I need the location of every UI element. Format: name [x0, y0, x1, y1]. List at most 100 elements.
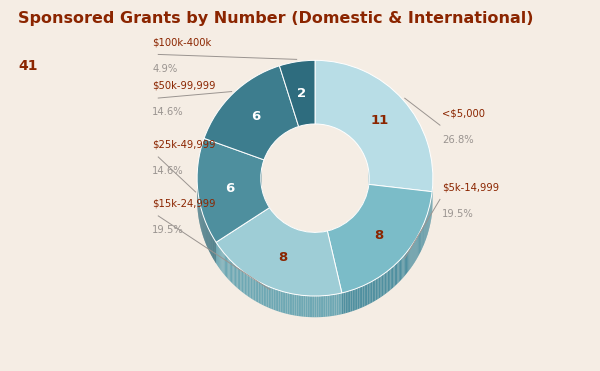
Polygon shape: [361, 286, 362, 308]
Polygon shape: [307, 232, 308, 253]
Polygon shape: [315, 232, 316, 254]
Polygon shape: [274, 289, 275, 311]
Polygon shape: [227, 257, 229, 279]
Polygon shape: [279, 219, 280, 240]
Polygon shape: [349, 290, 350, 312]
Polygon shape: [304, 296, 305, 317]
Polygon shape: [280, 291, 282, 313]
Polygon shape: [335, 228, 336, 250]
Polygon shape: [400, 259, 401, 281]
Polygon shape: [350, 290, 352, 312]
Text: 41: 41: [18, 59, 37, 73]
Wedge shape: [328, 184, 432, 293]
Polygon shape: [288, 225, 289, 247]
Polygon shape: [323, 232, 324, 253]
Polygon shape: [236, 266, 238, 288]
Polygon shape: [262, 283, 263, 305]
Polygon shape: [351, 218, 352, 240]
Polygon shape: [298, 295, 300, 316]
Polygon shape: [386, 271, 388, 293]
Polygon shape: [212, 236, 213, 259]
Wedge shape: [280, 60, 315, 127]
Polygon shape: [380, 275, 382, 298]
Polygon shape: [277, 290, 278, 312]
Polygon shape: [282, 291, 284, 313]
Polygon shape: [277, 217, 278, 239]
Polygon shape: [376, 278, 377, 301]
Polygon shape: [307, 296, 309, 317]
Text: $100k-400k: $100k-400k: [152, 37, 212, 47]
Polygon shape: [377, 278, 379, 299]
Polygon shape: [300, 295, 302, 316]
Wedge shape: [216, 208, 342, 296]
Polygon shape: [368, 283, 369, 305]
Polygon shape: [304, 231, 305, 253]
Polygon shape: [268, 286, 270, 308]
Polygon shape: [397, 261, 398, 284]
Polygon shape: [313, 296, 314, 317]
Polygon shape: [342, 292, 344, 314]
Polygon shape: [223, 251, 224, 274]
Polygon shape: [249, 276, 251, 298]
Polygon shape: [347, 291, 349, 313]
Polygon shape: [385, 272, 386, 295]
Polygon shape: [389, 269, 391, 291]
Polygon shape: [392, 266, 393, 289]
Polygon shape: [309, 232, 310, 253]
Polygon shape: [356, 288, 358, 310]
Polygon shape: [340, 226, 341, 247]
Polygon shape: [311, 232, 313, 253]
Polygon shape: [248, 275, 249, 297]
Polygon shape: [340, 293, 342, 315]
Polygon shape: [345, 223, 346, 244]
Polygon shape: [334, 229, 335, 250]
Polygon shape: [283, 222, 284, 244]
Text: 14.6%: 14.6%: [152, 108, 184, 118]
Wedge shape: [197, 138, 269, 242]
Text: <$5,000: <$5,000: [442, 108, 485, 118]
Polygon shape: [259, 282, 260, 304]
Polygon shape: [388, 270, 389, 292]
Polygon shape: [352, 217, 353, 239]
Polygon shape: [231, 261, 232, 283]
Polygon shape: [285, 223, 286, 245]
Polygon shape: [347, 221, 348, 243]
Polygon shape: [403, 256, 404, 279]
Polygon shape: [333, 295, 335, 316]
Polygon shape: [324, 296, 326, 317]
Polygon shape: [320, 232, 321, 253]
Polygon shape: [410, 246, 412, 269]
Polygon shape: [369, 282, 371, 304]
Polygon shape: [337, 227, 338, 249]
Polygon shape: [292, 227, 293, 249]
Text: 14.6%: 14.6%: [152, 167, 184, 176]
Polygon shape: [305, 296, 307, 317]
Polygon shape: [302, 295, 304, 317]
Polygon shape: [293, 228, 295, 250]
Polygon shape: [320, 296, 322, 317]
Polygon shape: [218, 245, 219, 268]
Polygon shape: [424, 222, 425, 245]
Polygon shape: [409, 247, 410, 270]
Polygon shape: [224, 253, 225, 275]
Polygon shape: [396, 263, 397, 285]
Polygon shape: [330, 230, 331, 252]
Text: 2: 2: [298, 87, 307, 100]
Polygon shape: [420, 230, 421, 253]
Text: 26.8%: 26.8%: [442, 135, 474, 145]
Polygon shape: [314, 296, 316, 317]
Polygon shape: [393, 265, 395, 288]
Polygon shape: [423, 223, 424, 246]
Polygon shape: [252, 278, 254, 300]
Polygon shape: [326, 295, 328, 317]
Polygon shape: [316, 232, 317, 254]
Polygon shape: [215, 241, 216, 263]
Polygon shape: [213, 237, 214, 260]
Polygon shape: [339, 226, 340, 248]
Polygon shape: [352, 289, 354, 311]
Polygon shape: [265, 285, 267, 307]
Polygon shape: [216, 242, 217, 265]
Polygon shape: [239, 268, 241, 290]
Polygon shape: [286, 224, 287, 246]
Polygon shape: [242, 270, 243, 293]
